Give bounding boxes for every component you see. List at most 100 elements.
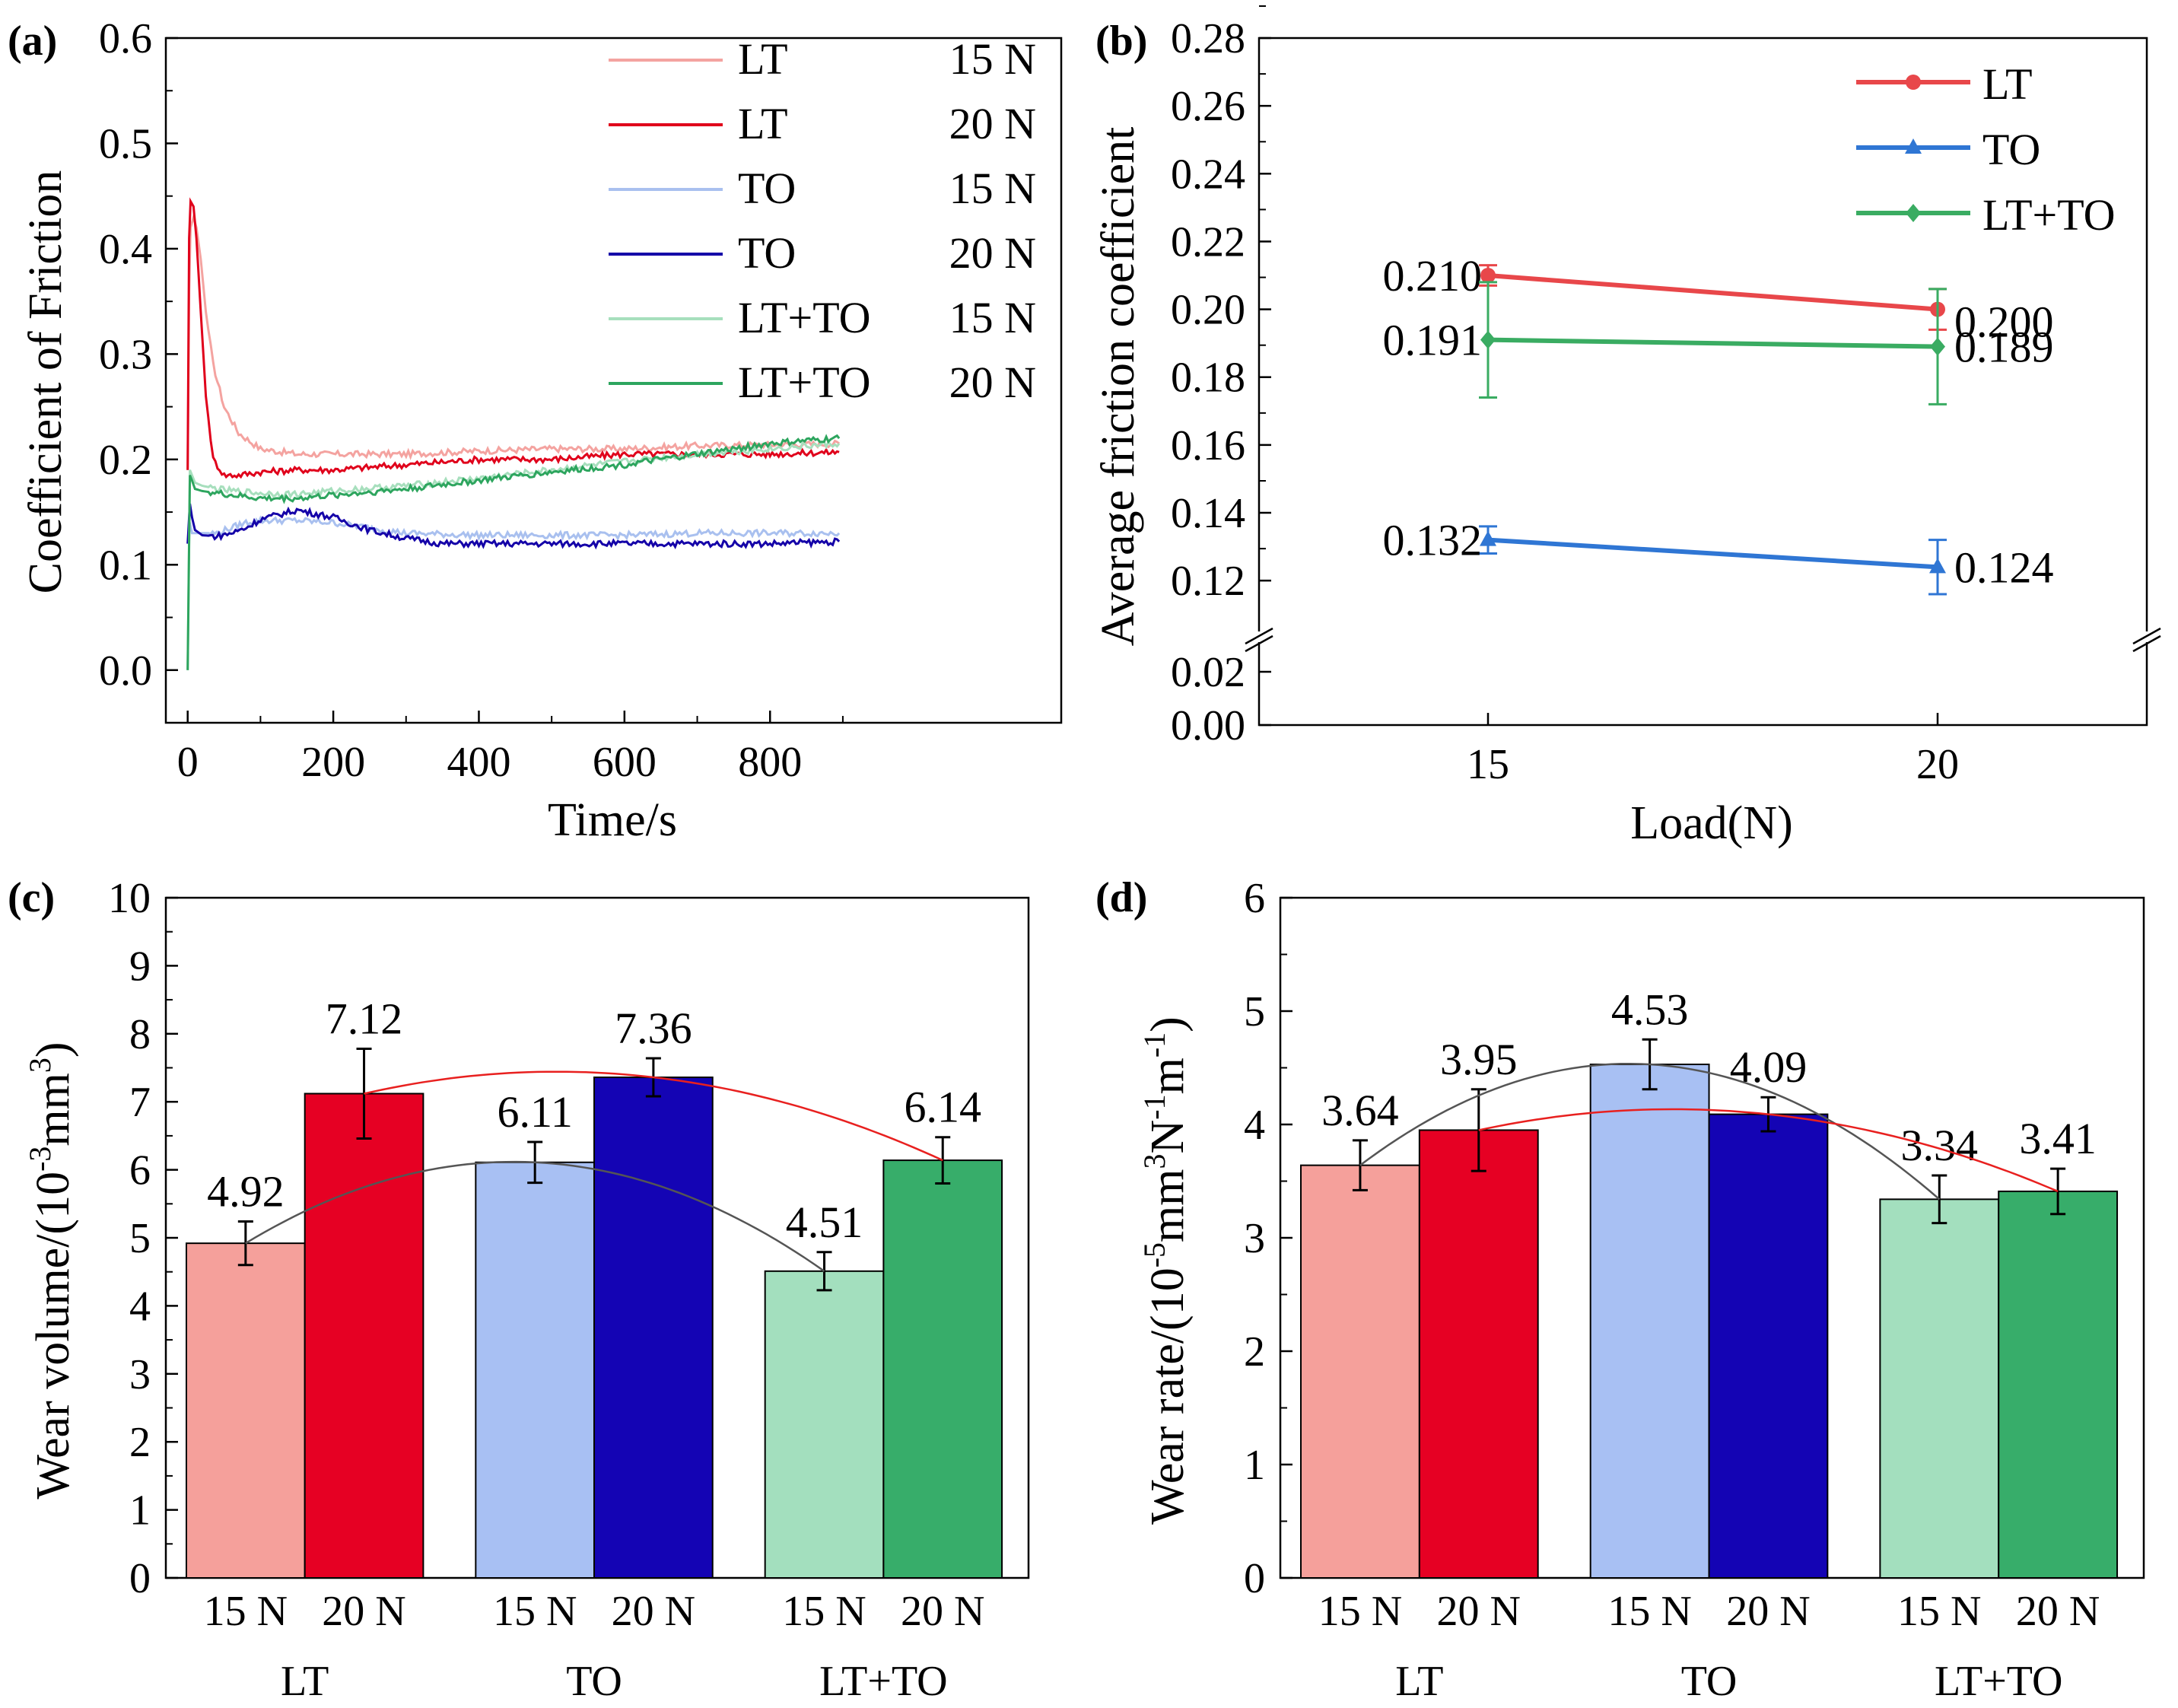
- panel-c-y-axis-label: Wear volume/(10-3mm3): [23, 1042, 79, 1499]
- panel-d-bar: [1998, 1190, 2119, 1579]
- panel-d-bar: [1708, 1113, 1829, 1579]
- panel-d-data-label: 3.95: [1440, 1035, 1518, 1084]
- panel-a-y-tick-label: 0.0: [99, 647, 152, 695]
- panel-b-series-line: [1487, 537, 1938, 570]
- panel-b-marker: [1480, 330, 1496, 349]
- panel-d-bar: [1418, 1129, 1539, 1579]
- panel-a-y-axis-label: Coefficient of Friction: [20, 170, 72, 594]
- panel-b-data-label: 0.191: [1383, 316, 1483, 365]
- panel-b-data-label: 0.189: [1954, 323, 2054, 372]
- panel-c-x-load-label: 15 N: [782, 1588, 866, 1635]
- panel-b-marker: [1929, 558, 1946, 574]
- panel-a-x-tick-label: 400: [447, 739, 510, 786]
- panel-b-legend-name: TO: [1982, 125, 2040, 174]
- panel-b-break-mark: [1245, 635, 1273, 653]
- panel-d: (d) 0 1 2 3 4 5 6 3.64 15 N 3.95 20 N 4.53 15 N 4.09 2…: [1095, 874, 2145, 1705]
- panel-a-series-line: [186, 503, 841, 550]
- panel-d-x-load-label: 20 N: [1437, 1588, 1521, 1635]
- panel-c-y-tick-label: 8: [129, 1011, 151, 1058]
- panel-b-x-axis-label: Load(N): [1630, 797, 1792, 849]
- panel-c-data-label: 7.36: [615, 1003, 692, 1053]
- panel-d-y-tick-label: 0: [1244, 1555, 1265, 1602]
- panel-b-data-label: 0.200: [1954, 297, 2054, 347]
- panel-c-label: (c): [8, 874, 55, 921]
- panel-d-plot-area: 0 1 2 3 4 5 6 3.64 15 N 3.95 20 N 4.53 15 N 4.09 20 N 3…: [1244, 875, 2145, 1705]
- panel-a-series-line: [186, 434, 841, 670]
- panel-b-legend-name: LT: [1982, 59, 2033, 109]
- panel-c-x-group-label: TO: [566, 1658, 622, 1705]
- panel-b-legend-name: LT+TO: [1982, 190, 2116, 240]
- panel-b-marker: [1930, 337, 1945, 356]
- panel-b-y-tick-label: 0.26: [1171, 83, 1245, 130]
- panel-b-data-label: 0.132: [1383, 516, 1483, 565]
- panel-d-y-tick-label: 1: [1244, 1442, 1265, 1489]
- panel-d-y-label-end: ): [1142, 1016, 1194, 1032]
- panel-b-series-line: [1487, 337, 1938, 349]
- panel-a-legend-name: LT: [738, 99, 788, 148]
- panel-d-x-load-label: 15 N: [1318, 1588, 1402, 1635]
- panel-a-frame: [164, 37, 1063, 724]
- panel-b-y-tick-label: 0.22: [1171, 218, 1245, 266]
- panel-b-series-line: [1487, 273, 1938, 312]
- panel-b-break-mark: [2132, 635, 2161, 653]
- panel-d-bar: [1879, 1198, 2000, 1579]
- panel-a: (a) 0.0 0.1 0.2 0.3 0.4 0.5 0.6 0 200 400 600 800 LT…: [8, 15, 1063, 846]
- panel-c-y-tick-label: 6: [129, 1147, 151, 1194]
- panel-b-y-tick-label: 0.14: [1171, 490, 1245, 537]
- panel-b-marker: [1480, 530, 1496, 546]
- panel-a-y-tick-label: 0.2: [99, 437, 152, 484]
- panel-b-x-tick-label: 15: [1467, 741, 1509, 788]
- panel-c-x-load-label: 20 N: [612, 1588, 695, 1635]
- panel-c-data-label: 6.11: [498, 1087, 573, 1137]
- panel-b: (b) 0.12 0.14 0.16 0.18 0.20 0.22 0.24 0.26 0.28…: [1092, 5, 2162, 849]
- panel-a-x-tick-label: 0: [177, 739, 199, 786]
- panel-a-legend-name: LT: [738, 34, 788, 84]
- panel-b-label: (b): [1095, 17, 1147, 65]
- panel-d-y-label-sup1: -5: [1137, 1242, 1172, 1267]
- panel-a-label: (a): [8, 17, 57, 65]
- panel-b-y-tick-label: 0.16: [1171, 422, 1245, 469]
- panel-c-trend-line: [364, 1070, 943, 1162]
- panel-d-y-tick-label: 6: [1244, 875, 1265, 922]
- panel-d-x-load-label: 20 N: [1726, 1588, 1810, 1635]
- panel-c-y-label-sup1: -3: [23, 1147, 57, 1172]
- panel-a-legend-load: 20 N: [949, 228, 1036, 278]
- panel-c-x-group-label: LT: [281, 1658, 329, 1705]
- panel-c-x-load-label: 15 N: [493, 1588, 577, 1635]
- panel-d-trend-line: [1478, 1108, 2059, 1193]
- panel-c-x-load-label: 20 N: [901, 1588, 984, 1635]
- panel-d-x-group-label: LT+TO: [1935, 1658, 2063, 1705]
- panel-c-data-label: 6.14: [904, 1083, 981, 1132]
- panel-a-y-tick-label: 0.5: [99, 120, 152, 167]
- panel-c-data-label: 4.92: [207, 1167, 285, 1217]
- panel-a-legend-load: 15 N: [949, 293, 1036, 342]
- panel-b-break-mark: [1245, 627, 1273, 645]
- panel-a-y-tick-label: 0.4: [99, 226, 152, 273]
- panel-c-x-load-label: 20 N: [322, 1588, 405, 1635]
- panel-c-x-load-label: 15 N: [204, 1588, 288, 1635]
- panel-d-x-load-label: 15 N: [1607, 1588, 1691, 1635]
- panel-d-y-tick-label: 3: [1244, 1215, 1265, 1262]
- panel-b-y-tick-label: 0.00: [1171, 702, 1245, 749]
- panel-a-legend-name: LT+TO: [738, 293, 871, 342]
- panel-a-x-tick-label: 600: [593, 739, 657, 786]
- panel-c-x-group-label: LT+TO: [819, 1658, 948, 1705]
- panel-c-bar: [185, 1242, 306, 1579]
- panel-a-legend-name: TO: [738, 164, 796, 213]
- panel-b-break-mark: [2132, 627, 2161, 645]
- panel-d-x-load-label: 15 N: [1897, 1588, 1981, 1635]
- panel-a-x-axis-label: Time/s: [548, 794, 677, 846]
- panel-d-data-label: 3.64: [1321, 1086, 1399, 1135]
- panel-b-y-tick-label: 0.20: [1171, 287, 1245, 334]
- panel-c-y-tick-label: 9: [129, 943, 151, 990]
- panel-b-legend-marker: [1905, 138, 1922, 154]
- panel-c-bar: [593, 1077, 714, 1579]
- panel-b-y-tick-label: 0.28: [1171, 15, 1245, 62]
- panel-c-bar: [882, 1159, 1003, 1579]
- panel-d-bar: [1589, 1064, 1710, 1579]
- panel-d-data-label: 4.09: [1730, 1042, 1808, 1092]
- panel-d-y-label-mid3: m: [1142, 1058, 1194, 1094]
- panel-b-y-tick-label: 0.02: [1171, 649, 1245, 696]
- panel-c-y-tick-label: 10: [108, 875, 151, 922]
- panel-c: (c) 0 1 2 3 4 5 6 7 8 9 10 4.92 15 N 7.12 20 N 6.11 15 N…: [8, 874, 1030, 1705]
